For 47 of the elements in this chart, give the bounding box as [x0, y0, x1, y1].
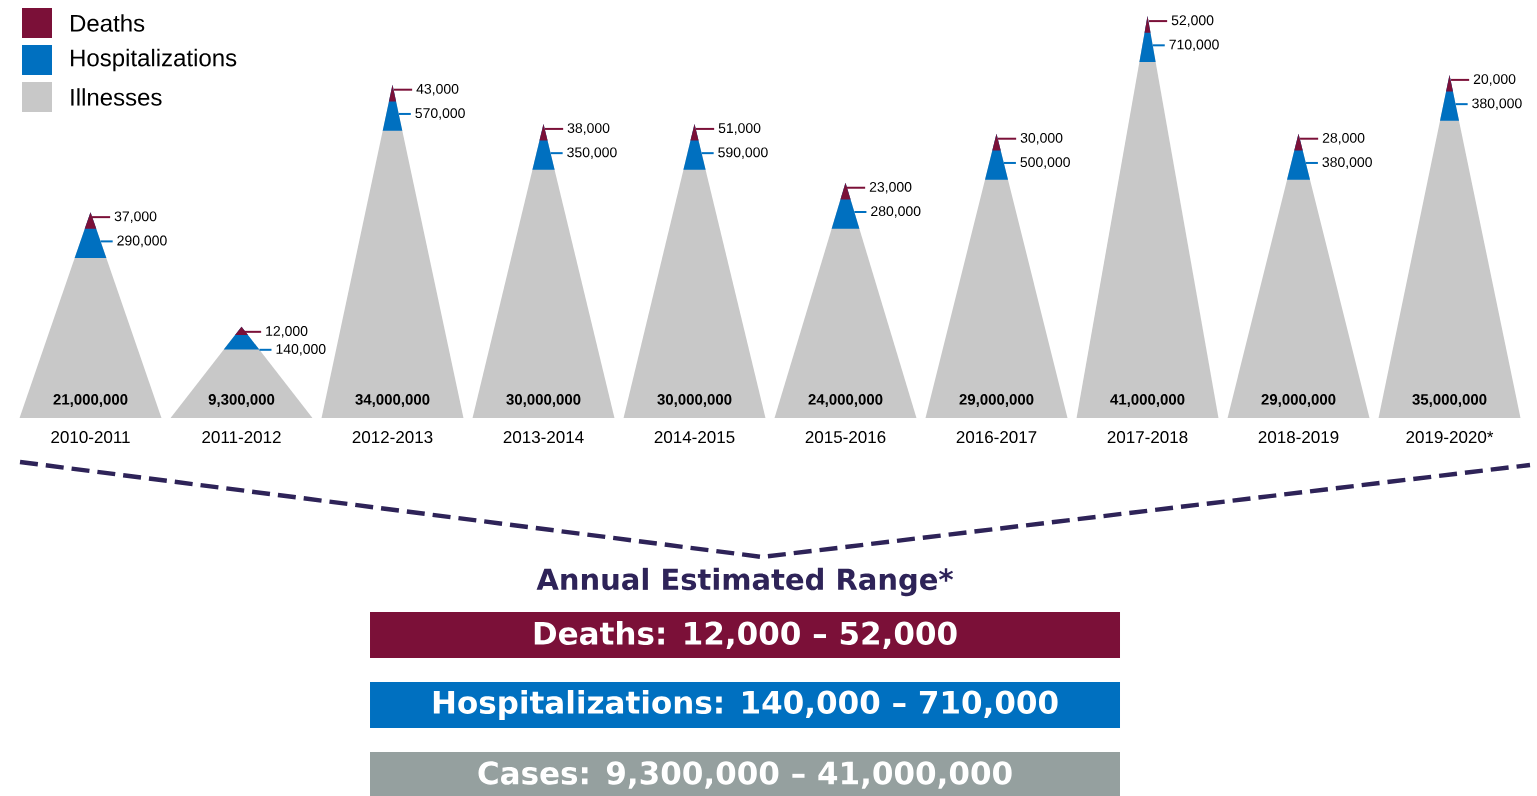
data-label: 41,000,000: [1110, 394, 1185, 407]
data-label: 38,000: [567, 123, 610, 135]
data-label: 30,000,000: [506, 394, 581, 407]
text: Annual Estimated Range*: [536, 567, 954, 597]
category-label: 2016-2017: [956, 431, 1037, 444]
data-label: 28,000: [1322, 132, 1365, 145]
data-label: 290,000: [117, 235, 167, 248]
category-label: 2011-2012: [202, 431, 281, 444]
text: Hospitalizations: 140,000 – 710,000: [433, 689, 1058, 720]
data-label: 380,000: [1472, 98, 1522, 110]
category-label: 2014-2015: [654, 431, 735, 444]
data-label: 12,000: [266, 326, 308, 338]
category-label: 2017-2018: [1107, 431, 1188, 444]
data-label: 30,000: [1020, 132, 1063, 145]
data-label: 35,000,000: [1412, 394, 1487, 407]
data-label: 500,000: [1020, 157, 1070, 169]
data-label: 590,000: [718, 147, 768, 159]
category-label: 2013-2014: [503, 431, 584, 444]
data-label: 37,000: [114, 211, 157, 223]
data-label: 24,000,000: [808, 394, 883, 407]
category-label: 2018-2019: [1258, 431, 1339, 444]
category-label: 2015-2016: [805, 431, 886, 444]
legend-label: Hospitalizations: [71, 48, 237, 72]
category-label: 2010-2011: [51, 431, 130, 444]
data-label: 21,000,000: [53, 394, 128, 407]
legend-label: Deaths: [71, 14, 145, 32]
data-label: 51,000: [718, 123, 761, 135]
data-label: 52,000: [1171, 15, 1214, 27]
data-label: 350,000: [567, 147, 617, 159]
data-label: 710,000: [1169, 39, 1219, 52]
category-label: 2019-2020*: [1406, 431, 1494, 444]
data-label: 280,000: [871, 206, 921, 218]
data-label: 380,000: [1322, 157, 1372, 169]
data-label: 20,000: [1473, 74, 1516, 86]
text: Cases: 9,300,000 – 41,000,000: [478, 761, 1012, 789]
data-label: 9,300,000: [208, 394, 275, 407]
data-label: 23,000: [869, 181, 912, 194]
text: Deaths: 12,000 – 52,000: [534, 621, 957, 649]
data-label: 29,000,000: [959, 394, 1034, 407]
data-label: 29,000,000: [1261, 394, 1336, 407]
data-label: 30,000,000: [657, 394, 732, 407]
data-label: 570,000: [415, 108, 465, 120]
data-label: 34,000,000: [355, 394, 430, 407]
data-label: 43,000: [416, 83, 459, 96]
category-label: 2012-2013: [352, 431, 433, 444]
legend-label: Illnesses: [71, 88, 162, 106]
data-label: 140,000: [276, 344, 326, 356]
